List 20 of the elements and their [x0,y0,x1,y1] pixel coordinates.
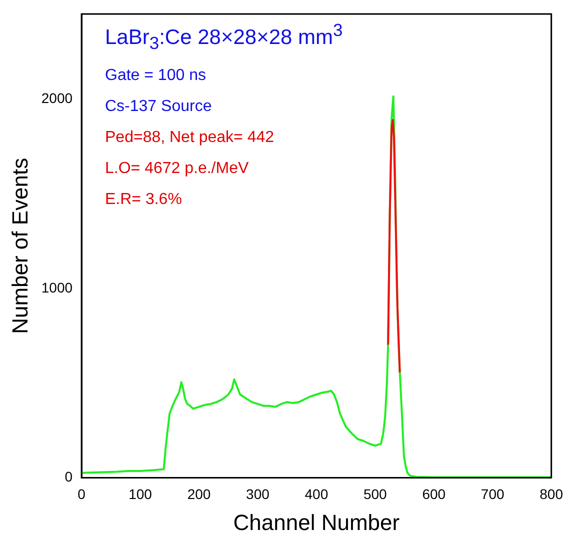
x-tick-label: 600 [422,486,446,502]
x-tick-label: 300 [246,486,270,502]
annotation: E.R= 3.6% [105,191,183,210]
y-tick-label: 0 [64,468,73,485]
annotation: L.O= 4672 p.e./MeV [105,160,250,178]
annotation: Gate = 100 ns [105,67,207,86]
x-tick-label: 0 [78,486,86,502]
annotation: Ped=88, Net peak= 442 [105,129,276,148]
x-tick-label: 400 [304,486,328,502]
y-tick-label: 2000 [41,90,73,106]
x-tick-label: 700 [480,486,504,502]
annotation: Cs-137 Source [105,98,213,116]
x-tick-label: 800 [540,486,564,502]
x-tick-label: 100 [128,486,152,502]
x-tick-label: 500 [363,486,388,502]
y-axis-title: Number of Events [7,158,32,334]
x-axis-title: Channel Number [233,510,400,535]
x-tick-label: 200 [187,486,211,502]
annotation: LaBr$_{3}$:Ce 28×28×28 mm$^{3}$ [105,20,343,54]
y-tick-label: 1000 [41,279,73,296]
